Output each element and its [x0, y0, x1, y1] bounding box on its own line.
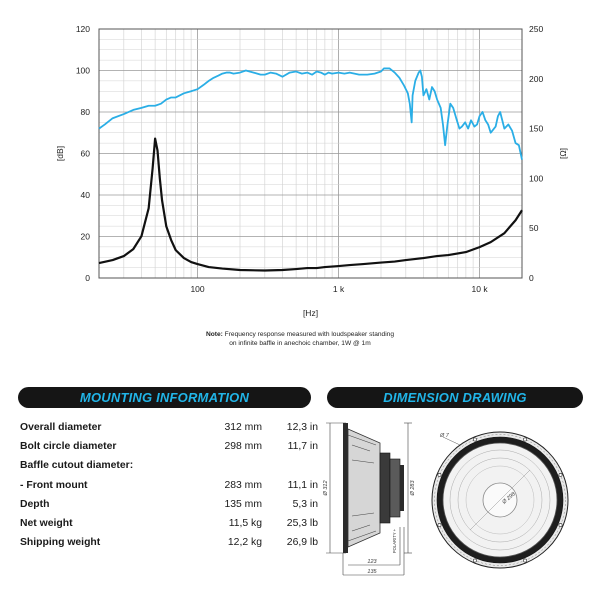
overall-diameter-label: Ø 312 — [323, 481, 329, 497]
bolt-hole — [523, 437, 527, 442]
spec-value-metric: 11,5 kg — [228, 518, 262, 530]
spec-value-imperial: 11,7 in — [287, 441, 318, 453]
polarity-label: POLARITY + — [392, 528, 397, 553]
frequency-response-curve — [98, 67, 523, 160]
spec-value-imperial: 5,3 in — [292, 498, 318, 510]
spec-row: Net weight 11,5 kg 25,3 lb — [20, 514, 318, 533]
spec-row: - Front mount 283 mm 11,1 in — [20, 476, 318, 495]
side-view: Ø 312 Ø 283 POLARITY + 123 135 — [323, 422, 416, 576]
spec-label: Shipping weight — [20, 537, 101, 549]
x-tick-label: 1 k — [333, 284, 345, 294]
chart-grid — [98, 28, 523, 279]
note-line-2: on infinite baffle in anechoic chamber, … — [229, 340, 371, 347]
spec-value-metric: 283 mm — [224, 479, 262, 491]
spec-label: Depth — [20, 498, 50, 510]
cutout-diameter-label: Ø 283 — [410, 480, 416, 497]
spec-value-imperial: 26,9 lb — [286, 537, 318, 549]
bolt-circle — [434, 434, 566, 566]
spec-row: Bolt circle diameter 298 mm 11,7 in — [20, 437, 318, 456]
bolt-hole — [437, 523, 442, 527]
bolt-hole — [473, 558, 477, 563]
spec-value-metric: 298 mm — [224, 441, 262, 453]
x-tick-label: 10 k — [472, 284, 489, 294]
y-left-tick-label: 40 — [81, 190, 91, 200]
plot-frame — [98, 28, 523, 279]
note-line-1: Frequency response measured with loudspe… — [222, 331, 395, 338]
y-right-tick-label: 100 — [529, 173, 543, 183]
y-right-tick-label: 250 — [529, 24, 543, 34]
bolt-circle-leader — [469, 469, 531, 531]
spec-label: Bolt circle diameter — [20, 441, 117, 453]
note-label: Note: — [205, 331, 223, 338]
magnet-body — [389, 458, 401, 518]
spec-label: Net weight — [20, 518, 73, 530]
spec-row: Shipping weight 12,2 kg 26,9 lb — [20, 533, 318, 552]
basket-ribs — [351, 444, 375, 532]
bolt-hole — [437, 473, 442, 477]
y-left-axis-label: [dB] — [55, 146, 65, 161]
spec-value-imperial: 11,1 in — [287, 479, 318, 491]
spec-label: - Front mount — [20, 479, 88, 491]
y-left-tick-label: 80 — [81, 107, 91, 117]
x-axis-label: [Hz] — [303, 308, 318, 318]
basket-struts — [347, 434, 377, 542]
y-left-tick-label: 60 — [81, 149, 91, 159]
y-left-tick-label: 120 — [76, 24, 90, 34]
spec-value-metric: 135 mm — [224, 498, 262, 510]
spec-value-metric: 312 mm — [224, 422, 262, 434]
bolt-hole — [558, 523, 563, 527]
y-right-axis-label: [Ω] — [558, 148, 568, 159]
speaker-flange — [343, 423, 348, 553]
spec-row: Baffle cutout diameter: — [20, 456, 318, 475]
spec-label: Overall diameter — [20, 422, 102, 434]
bolt-hole — [473, 437, 477, 442]
magnet-front-plate — [379, 452, 391, 524]
cone-ring — [457, 457, 543, 543]
bolt-hole-label: Ø 7 — [439, 433, 450, 439]
y-right-tick-label: 0 — [529, 273, 534, 283]
bolt-hole-leader — [442, 436, 461, 446]
depth-total-label: 135 — [367, 569, 377, 575]
y-left-tick-label: 20 — [81, 232, 91, 242]
magnet-back-plate — [400, 465, 404, 511]
spec-value-metric: 12,2 kg — [227, 537, 262, 549]
dimension-drawing-header: DIMENSION DRAWING — [327, 387, 583, 408]
y-left-tick-label: 0 — [85, 273, 90, 283]
spec-value-imperial: 25,3 lb — [286, 518, 318, 530]
x-tick-label: 100 — [190, 284, 204, 294]
y-right-tick-label: 50 — [529, 223, 539, 233]
measurement-note: Note: Frequency response measured with l… — [0, 330, 600, 348]
spec-row: Depth 135 mm 5,3 in — [20, 495, 318, 514]
y-right-tick-label: 150 — [529, 124, 543, 134]
bolt-hole — [523, 558, 527, 563]
cone-ring — [449, 449, 551, 551]
y-left-tick-label: 100 — [76, 66, 90, 76]
impedance-curve — [98, 137, 523, 272]
mounting-table: Overall diameter 312 mm 12,3 in Bolt circle… — [20, 418, 318, 552]
mounting-information-header: MOUNTING INFORMATION — [18, 387, 311, 408]
spec-label: Baffle cutout diameter: — [20, 460, 134, 472]
depth-inner-label: 123 — [367, 559, 377, 565]
spec-value-metric — [198, 456, 262, 475]
cone-ring — [465, 465, 535, 535]
y-right-tick-label: 200 — [529, 74, 543, 84]
spec-row: Overall diameter 312 mm 12,3 in — [20, 418, 318, 437]
bolt-hole — [558, 473, 563, 477]
cone-profile — [347, 428, 381, 548]
response-chart: 0 20 40 60 80 100 120 0 50 100 150 200 250 100 1 k 10 k… — [55, 24, 568, 318]
spec-value-imperial: 12,3 in — [286, 422, 318, 434]
